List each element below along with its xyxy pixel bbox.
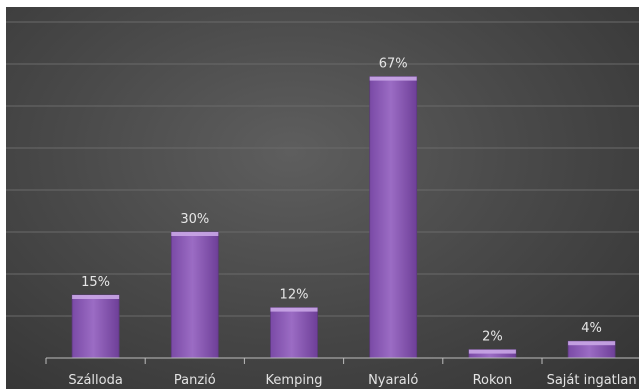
bar-chart: 15% Szálloda 30% Panzió 12% Kemping 67% Nyaraló… (6, 21, 639, 388)
category-label: Nyaraló (368, 373, 418, 388)
gridlines (6, 21, 639, 317)
category-label: Kemping (266, 373, 323, 388)
data-label: 12% (280, 288, 309, 303)
bar (170, 231, 219, 359)
labels: 15% Szálloda 30% Panzió 12% Kemping 67% Nyaraló… (68, 57, 636, 388)
bar (567, 340, 616, 359)
data-label: 2% (482, 330, 503, 345)
category-label: Szálloda (68, 373, 122, 388)
bar (71, 294, 120, 359)
category-label: Panzió (174, 373, 216, 388)
data-label: 30% (180, 212, 209, 227)
data-label: 4% (581, 321, 602, 336)
bars (71, 76, 616, 359)
bar (270, 307, 318, 359)
chart-panel: 15% Szálloda 30% Panzió 12% Kemping 67% Nyaraló… (6, 7, 639, 389)
bar (468, 349, 517, 359)
bar (369, 76, 418, 359)
data-label: 67% (379, 57, 408, 72)
x-axis (45, 357, 639, 364)
category-label: Saját ingatlan (547, 373, 637, 388)
data-label: 15% (81, 275, 110, 290)
category-label: Rokon (473, 373, 513, 388)
